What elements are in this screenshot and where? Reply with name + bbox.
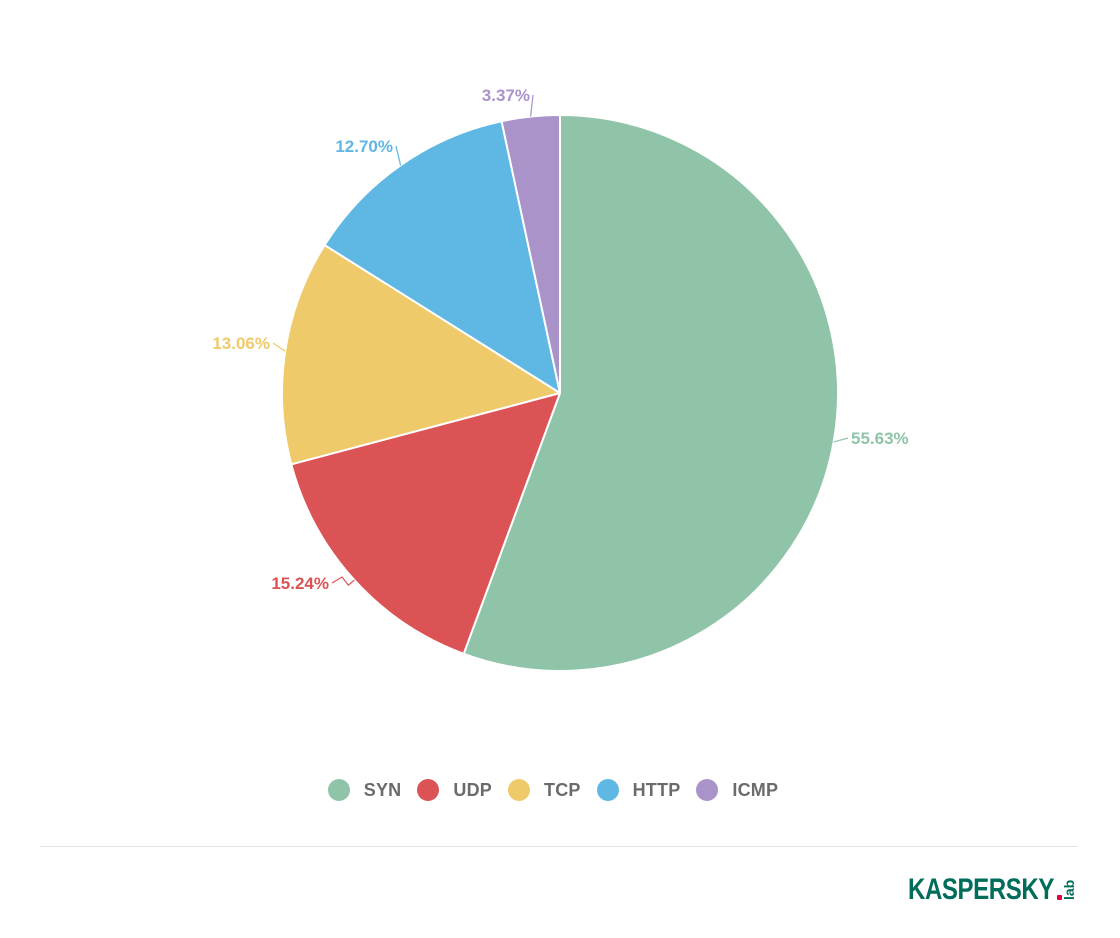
legend-item-icmp[interactable]: ICMP <box>696 779 778 801</box>
leader-line-http <box>395 145 402 166</box>
brand-suffix: lab <box>1061 880 1077 900</box>
label-leader-lines <box>272 94 849 586</box>
slice-label-icmp: 3.37% <box>482 86 530 105</box>
legend-label-syn: SYN <box>363 779 402 800</box>
pie-chart: 55.63% 15.24% 13.06% 12.70% 3.37% <box>212 86 909 672</box>
legend-item-syn[interactable]: SYN <box>327 779 402 801</box>
leader-line-udp <box>331 576 355 586</box>
kaspersky-lab-logo: KASPERSKY lab <box>908 873 1077 906</box>
slice-label-udp: 15.24% <box>271 574 329 593</box>
leader-line-syn <box>833 437 849 443</box>
slice-label-tcp: 13.06% <box>212 334 270 353</box>
legend-label-udp: UDP <box>453 779 492 800</box>
legend-label-http: HTTP <box>632 779 681 800</box>
legend-label-tcp: TCP <box>544 779 581 800</box>
legend-swatch-udp <box>417 779 440 801</box>
pie-slice-syn[interactable] <box>462 114 839 672</box>
footer-divider <box>40 846 1078 847</box>
chart-legend: SYN UDP TCP HTTP ICMP <box>0 776 1106 804</box>
leader-line-icmp <box>530 94 534 117</box>
legend-item-tcp[interactable]: TCP <box>508 779 581 801</box>
slice-labels: 55.63% 15.24% 13.06% 12.70% 3.37% <box>212 86 908 593</box>
pie-slice-tcp[interactable] <box>281 244 561 466</box>
legend-item-udp[interactable]: UDP <box>417 779 492 801</box>
pie-slices <box>281 114 839 672</box>
slice-label-syn: 55.63% <box>851 429 909 448</box>
legend-swatch-http <box>596 779 619 801</box>
legend-label-icmp: ICMP <box>732 779 779 800</box>
brand-wordmark: KASPERSKY <box>908 873 1054 906</box>
leader-line-tcp <box>272 342 286 352</box>
legend-swatch-tcp <box>508 779 530 801</box>
slice-label-http: 12.70% <box>335 137 393 156</box>
legend-swatch-icmp <box>696 779 719 801</box>
legend-swatch-syn <box>327 779 350 801</box>
pie-slice-icmp[interactable] <box>500 114 561 394</box>
legend-item-http[interactable]: HTTP <box>596 779 681 801</box>
brand-accent-dot <box>1057 895 1062 900</box>
